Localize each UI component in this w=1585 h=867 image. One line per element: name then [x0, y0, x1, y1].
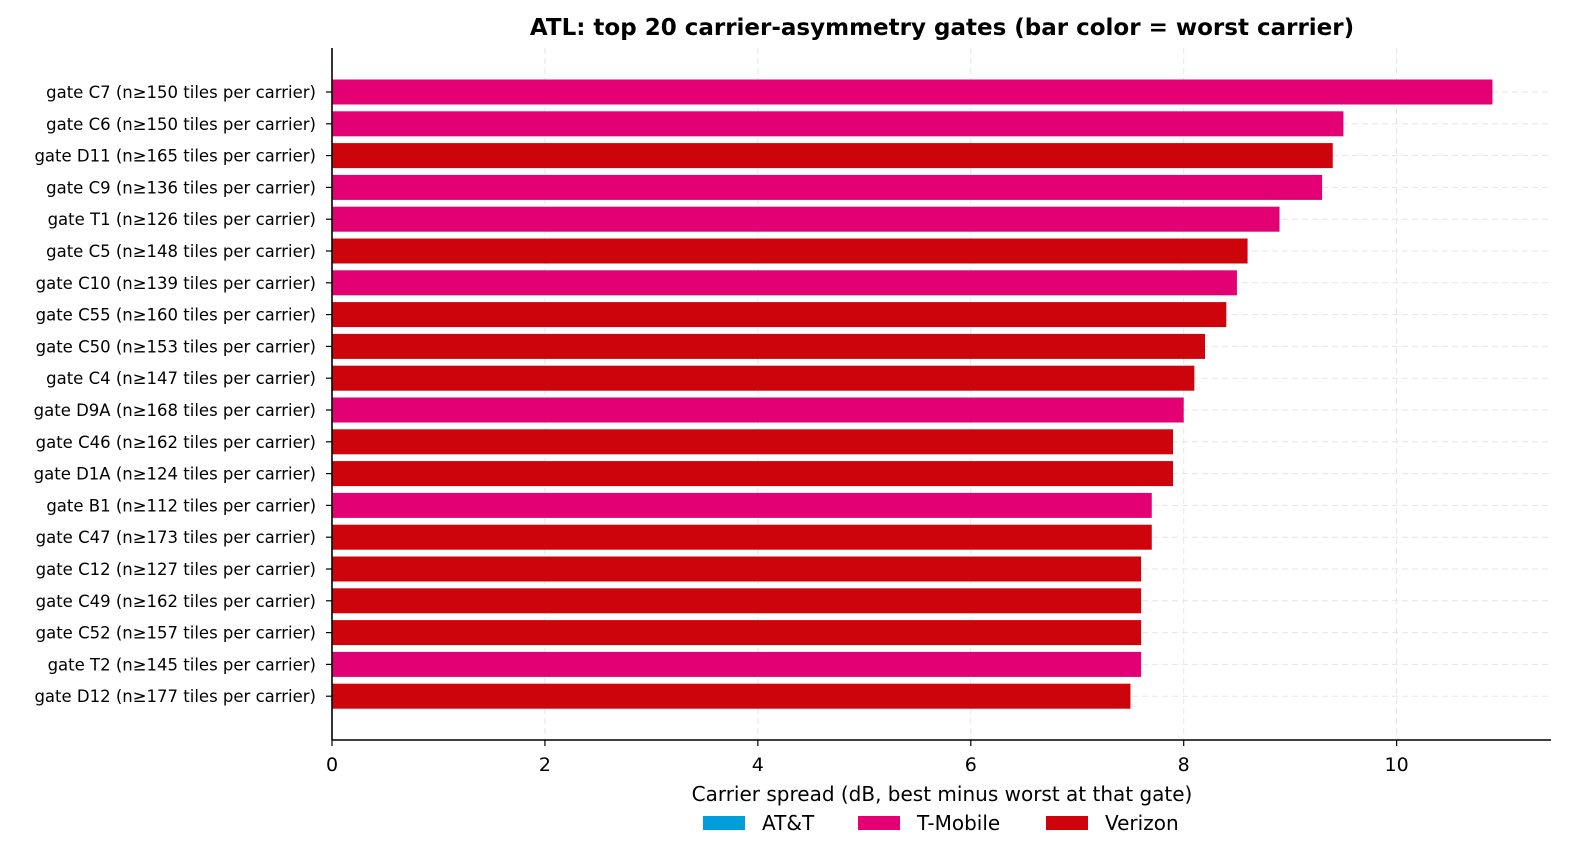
- legend-label-1: T-Mobile: [916, 811, 1000, 835]
- category-label-16: gate C49 (n≥162 tiles per carrier): [36, 592, 316, 611]
- category-label-6: gate C10 (n≥139 tiles per carrier): [36, 274, 316, 293]
- category-label-7: gate C55 (n≥160 tiles per carrier): [36, 306, 316, 325]
- bar-18: [332, 651, 1142, 677]
- category-label-14: gate C47 (n≥173 tiles per carrier): [36, 528, 316, 547]
- category-label-19: gate D12 (n≥177 tiles per carrier): [34, 687, 316, 706]
- category-label-8: gate C50 (n≥153 tiles per carrier): [36, 337, 316, 356]
- bars: [332, 79, 1493, 709]
- legend-label-2: Verizon: [1105, 811, 1179, 835]
- category-label-1: gate C6 (n≥150 tiles per carrier): [46, 115, 316, 134]
- category-label-17: gate C52 (n≥157 tiles per carrier): [36, 624, 316, 643]
- legend-label-0: AT&T: [762, 811, 815, 835]
- legend: AT&T T-Mobile Verizon: [703, 811, 1179, 835]
- x-ticks: 0 2 4 6 8 10: [326, 740, 1409, 776]
- bar-16: [332, 588, 1142, 614]
- category-label-5: gate C5 (n≥148 tiles per carrier): [46, 242, 316, 261]
- category-label-0: gate C7 (n≥150 tiles per carrier): [46, 83, 316, 102]
- bar-4: [332, 206, 1280, 232]
- category-label-4: gate T1 (n≥126 tiles per carrier): [48, 210, 316, 229]
- bar-12: [332, 461, 1174, 487]
- bar-7: [332, 302, 1227, 328]
- category-label-3: gate C9 (n≥136 tiles per carrier): [46, 178, 316, 197]
- category-label-10: gate D9A (n≥168 tiles per carrier): [34, 401, 316, 420]
- x-tick-label-1: 2: [539, 754, 551, 776]
- bar-9: [332, 365, 1195, 391]
- legend-swatch-2: [1046, 816, 1088, 830]
- bar-14: [332, 524, 1152, 550]
- bar-15: [332, 556, 1142, 582]
- x-tick-label-2: 4: [752, 754, 764, 776]
- x-tick-label-0: 0: [326, 754, 338, 776]
- x-tick-label-5: 10: [1385, 754, 1409, 776]
- category-label-13: gate B1 (n≥112 tiles per carrier): [46, 496, 316, 515]
- chart-title: ATL: top 20 carrier-asymmetry gates (bar…: [530, 15, 1354, 41]
- bar-1: [332, 111, 1344, 137]
- category-label-18: gate T2 (n≥145 tiles per carrier): [48, 655, 316, 674]
- bar-13: [332, 492, 1152, 518]
- category-label-2: gate D11 (n≥165 tiles per carrier): [34, 147, 316, 166]
- category-labels: gate C7 (n≥150 tiles per carrier) gate C6…: [34, 83, 332, 706]
- axes: [331, 48, 1551, 741]
- bar-11: [332, 429, 1174, 455]
- bar-0: [332, 79, 1493, 105]
- x-tick-label-4: 8: [1178, 754, 1190, 776]
- category-label-12: gate D1A (n≥124 tiles per carrier): [34, 465, 316, 484]
- legend-swatch-0: [703, 816, 745, 830]
- bar-6: [332, 270, 1237, 296]
- legend-swatch-1: [858, 816, 900, 830]
- bar-3: [332, 174, 1323, 200]
- bar-10: [332, 397, 1184, 423]
- x-axis-label: Carrier spread (dB, best minus worst at …: [692, 782, 1193, 806]
- bar-19: [332, 683, 1131, 709]
- bar-8: [332, 333, 1205, 359]
- bar-5: [332, 238, 1248, 264]
- x-tick-label-3: 6: [965, 754, 977, 776]
- category-label-11: gate C46 (n≥162 tiles per carrier): [36, 433, 316, 452]
- category-label-9: gate C4 (n≥147 tiles per carrier): [46, 369, 316, 388]
- category-label-15: gate C12 (n≥127 tiles per carrier): [36, 560, 316, 579]
- bar-17: [332, 620, 1142, 646]
- bar-2: [332, 143, 1333, 169]
